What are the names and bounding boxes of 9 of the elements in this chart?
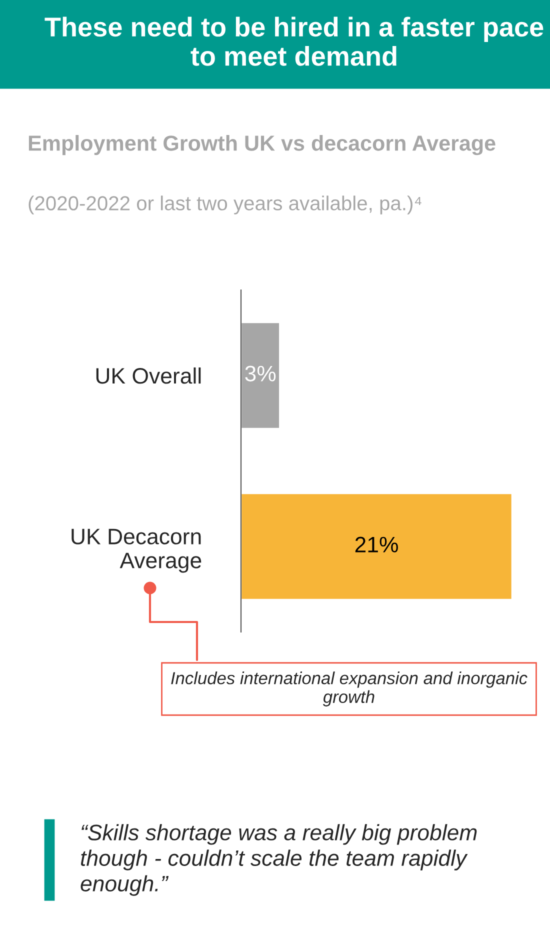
data-label: 3% — [245, 366, 276, 382]
text: Includes international expansion and inorganic growth — [171, 672, 528, 706]
y-tick-label: UK Overall — [96, 367, 201, 384]
text: (2020-2022 or last two years available, pa.)⁴ — [28, 196, 422, 214]
data-label: 21% — [355, 536, 398, 552]
chart-title: These need to be hired in a faster pace to meet demand — [44, 16, 544, 66]
chart-subtitle: Employment Growth UK vs decacorn Average — [28, 135, 496, 156]
text: “Skills shortage was a really big problem though - couldn’t scale the team rapidly enough.” — [80, 824, 477, 896]
y-tick-label: UK Decacorn Average — [72, 528, 202, 573]
